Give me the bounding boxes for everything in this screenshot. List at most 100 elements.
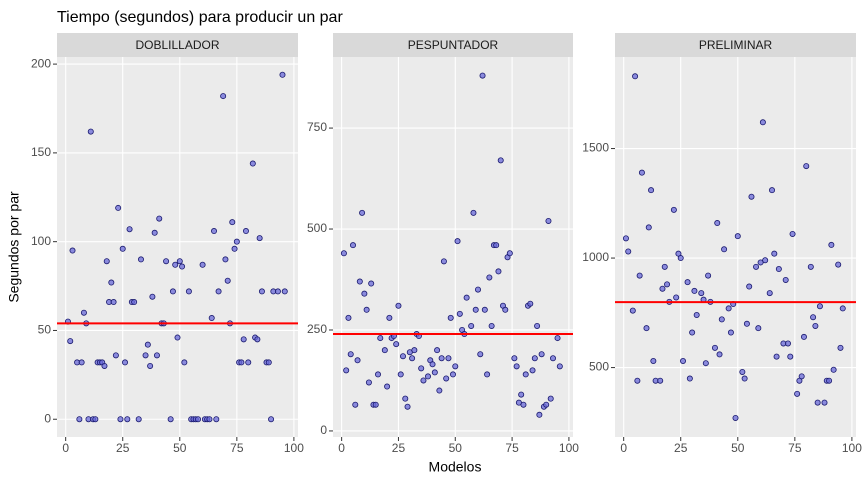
point [771, 250, 778, 257]
point [176, 258, 183, 265]
y-tick-label: 500 [307, 221, 327, 235]
point [657, 377, 664, 384]
point [115, 204, 122, 211]
point [789, 230, 796, 237]
point [554, 335, 561, 342]
x-tick-label: 100 [842, 441, 862, 455]
point [78, 359, 85, 366]
point [664, 281, 671, 288]
point [268, 416, 275, 423]
point [352, 401, 359, 408]
point [821, 399, 828, 406]
point [92, 416, 99, 423]
point [372, 401, 379, 408]
point [409, 355, 416, 362]
point [349, 242, 356, 249]
point [531, 355, 538, 362]
y-tick-label: 250 [307, 322, 327, 336]
point [365, 379, 372, 386]
point [550, 355, 557, 362]
point [131, 299, 138, 306]
point [830, 366, 837, 373]
point [231, 245, 238, 252]
point [775, 266, 782, 273]
x-tick-label: 50 [449, 441, 463, 455]
point [443, 375, 450, 382]
point [424, 373, 431, 380]
point [511, 355, 518, 362]
point [429, 361, 436, 368]
point [87, 128, 94, 135]
point [229, 219, 236, 226]
point [185, 288, 192, 295]
point [472, 306, 479, 313]
point [135, 416, 142, 423]
x-tick-label: 0 [338, 441, 345, 455]
point [431, 369, 438, 376]
point [265, 359, 272, 366]
point [753, 263, 760, 270]
point [659, 285, 666, 292]
point [199, 261, 206, 268]
point [233, 238, 240, 245]
point [762, 257, 769, 264]
point [543, 401, 550, 408]
point [693, 312, 700, 319]
point [686, 375, 693, 382]
point [826, 377, 833, 384]
point [108, 279, 115, 286]
point [648, 187, 655, 194]
point [636, 272, 643, 279]
point [714, 220, 721, 227]
point [680, 357, 687, 364]
point [506, 250, 513, 257]
point [174, 334, 181, 341]
point [179, 263, 186, 270]
point [638, 169, 645, 176]
point [215, 288, 222, 295]
point [361, 290, 368, 297]
panel [57, 57, 298, 437]
point [493, 242, 500, 249]
point [142, 352, 149, 359]
x-tick-label: 50 [731, 441, 745, 455]
point [245, 359, 252, 366]
point [803, 163, 810, 170]
point [837, 344, 844, 351]
y-tick-label: 50 [38, 323, 52, 337]
point [784, 340, 791, 347]
point [684, 279, 691, 286]
point [497, 157, 504, 164]
point [748, 193, 755, 200]
point [110, 299, 117, 306]
point [759, 119, 766, 126]
point [474, 286, 481, 293]
point [773, 353, 780, 360]
x-tick-label: 0 [62, 441, 69, 455]
point [452, 363, 459, 370]
point [249, 160, 256, 167]
x-tick-label: 100 [284, 441, 304, 455]
point [477, 351, 484, 358]
point [705, 272, 712, 279]
point [76, 416, 83, 423]
point [727, 329, 734, 336]
strip-label: PESPUNTADOR [408, 38, 499, 52]
strip-label: PRELIMINAR [699, 38, 773, 52]
point [479, 72, 486, 79]
point [377, 335, 384, 342]
point [463, 294, 470, 301]
point [345, 314, 352, 321]
point [340, 250, 347, 257]
point [213, 416, 220, 423]
point [495, 268, 502, 275]
point [356, 278, 363, 285]
point [67, 338, 74, 345]
point [101, 362, 108, 369]
y-tick-label: 500 [589, 360, 609, 374]
point [839, 305, 846, 312]
point [404, 403, 411, 410]
point [254, 336, 261, 343]
point [643, 325, 650, 332]
